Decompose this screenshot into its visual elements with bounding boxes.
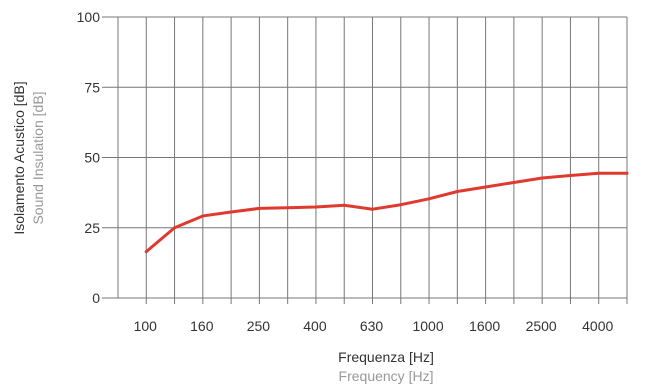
series (144, 171, 629, 254)
x-tick-label: 4000 (582, 318, 613, 334)
axes (102, 297, 628, 304)
data-point (568, 173, 572, 177)
x-tick-label: 160 (190, 318, 214, 334)
x-tick-label: 400 (303, 318, 327, 334)
x-tick-label: 250 (247, 318, 271, 334)
y-tick-label: 25 (84, 220, 100, 236)
data-point (427, 197, 431, 201)
data-point (512, 181, 516, 185)
data-point (144, 250, 148, 254)
data-point (371, 207, 374, 211)
x-tick-label: 100 (134, 318, 158, 334)
data-point (257, 206, 261, 210)
data-point (173, 226, 177, 230)
data-point (201, 214, 205, 218)
grid (102, 16, 628, 299)
x-tick-label: 630 (360, 318, 384, 334)
x-tick-label: 1000 (412, 318, 443, 334)
tick-labels: 0 25 50 75 100 100 160 250 400 630 1000 1600 2500 400… (77, 9, 614, 334)
x-tick-label: 1600 (469, 318, 500, 334)
data-point (342, 203, 346, 207)
data-point (399, 203, 403, 207)
y-tick-label: 75 (84, 79, 100, 95)
data-point (625, 171, 629, 175)
data-point (229, 210, 233, 214)
y-tick-label: 0 (92, 290, 100, 306)
data-point (540, 176, 544, 180)
y-axis-label-secondary: Sound Insulation [dB] (30, 91, 46, 224)
data-point (597, 171, 601, 175)
data-point (484, 185, 488, 189)
x-tick-label: 2500 (526, 318, 557, 334)
series-line (144, 171, 629, 254)
data-point (314, 205, 318, 209)
x-axis-label: Frequenza [Hz] (338, 349, 434, 365)
data-point (286, 206, 290, 210)
data-point (455, 190, 459, 194)
x-axis-label-secondary: Frequency [Hz] (339, 368, 434, 384)
y-tick-label: 100 (77, 9, 101, 25)
y-axis-label: Isolamento Acustico [dB] (11, 81, 27, 234)
y-tick-label: 50 (84, 150, 100, 166)
